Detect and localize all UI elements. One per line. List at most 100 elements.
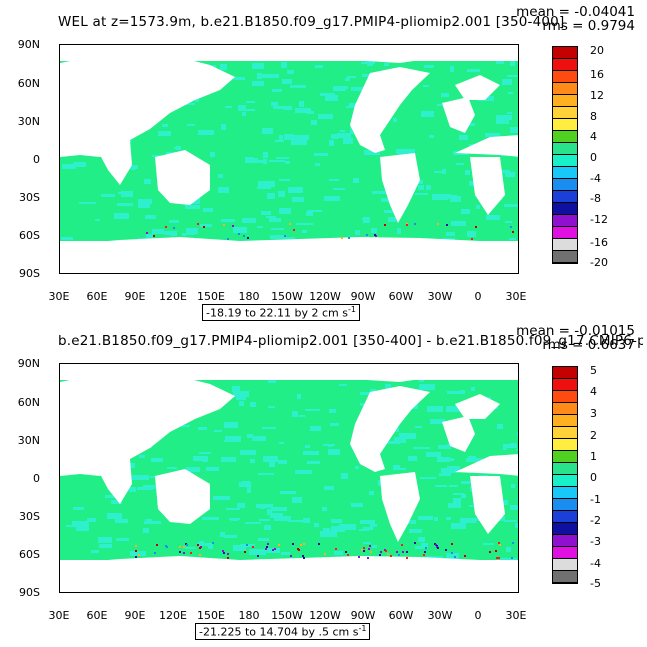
ocean-speckle bbox=[218, 187, 229, 193]
ocean-speckle bbox=[132, 475, 149, 480]
anomaly-speckle bbox=[401, 544, 403, 546]
ocean-speckle bbox=[176, 146, 181, 150]
colorbar-segment bbox=[553, 415, 577, 427]
land-mask bbox=[380, 472, 420, 542]
ocean-speckle bbox=[252, 81, 264, 86]
ocean-speckle bbox=[518, 517, 519, 522]
ocean-speckle bbox=[398, 149, 415, 155]
ocean-speckle bbox=[250, 402, 256, 407]
anomaly-speckle bbox=[366, 234, 368, 236]
ocean-speckle bbox=[415, 426, 422, 428]
anomaly-speckle bbox=[186, 544, 188, 546]
ocean-speckle bbox=[145, 215, 156, 219]
colorbar-label: -4 bbox=[590, 172, 601, 185]
anomaly-speckle bbox=[154, 552, 156, 554]
ocean-speckle bbox=[271, 507, 287, 511]
ocean-speckle bbox=[441, 93, 449, 97]
colorbar-label: -2 bbox=[590, 514, 601, 527]
ocean-speckle bbox=[314, 153, 328, 156]
ocean-speckle bbox=[240, 450, 256, 455]
anomaly-speckle bbox=[446, 224, 448, 226]
x-tick-label: 30E bbox=[505, 609, 527, 622]
land-mask bbox=[470, 476, 505, 534]
ocean-speckle bbox=[281, 62, 287, 68]
colorbar-segment bbox=[553, 535, 577, 547]
y-tick-label: 90N bbox=[17, 357, 40, 370]
ocean-speckle bbox=[303, 518, 310, 523]
anomaly-speckle bbox=[369, 545, 371, 547]
ocean-speckle bbox=[79, 202, 96, 204]
x-tick-label: 90E bbox=[124, 290, 146, 303]
ocean-speckle bbox=[363, 542, 371, 544]
ocean-speckle bbox=[262, 427, 276, 429]
anomaly-speckle bbox=[246, 544, 248, 546]
ocean-speckle bbox=[363, 527, 373, 530]
ocean-speckle bbox=[408, 520, 416, 524]
ocean-speckle bbox=[341, 473, 348, 479]
anomaly-speckle bbox=[406, 551, 408, 553]
ocean-speckle bbox=[237, 503, 245, 508]
ocean-speckle bbox=[61, 237, 73, 240]
anomaly-speckle bbox=[347, 554, 349, 556]
y-tick-label: 0 bbox=[33, 472, 40, 485]
ocean-speckle bbox=[305, 445, 310, 448]
ocean-speckle bbox=[483, 543, 494, 545]
ocean-speckle bbox=[250, 459, 255, 463]
x-tick-label: 120E bbox=[159, 609, 187, 622]
ocean-speckle bbox=[280, 491, 296, 494]
ocean-speckle bbox=[324, 196, 340, 201]
ocean-speckle bbox=[225, 436, 241, 442]
land-mask bbox=[155, 150, 210, 205]
anomaly-speckle bbox=[396, 551, 398, 553]
rms-value: rms = 0.9794 bbox=[542, 18, 635, 34]
colorbar-label: 0 bbox=[590, 471, 597, 484]
colorbar-label: 4 bbox=[590, 130, 597, 143]
ocean-speckle bbox=[115, 519, 128, 523]
ocean-speckle bbox=[144, 521, 161, 524]
colorbar-segment bbox=[553, 379, 577, 391]
ocean-speckle bbox=[344, 86, 348, 89]
ocean-speckle bbox=[471, 387, 475, 391]
ocean-speckle bbox=[143, 528, 149, 533]
anomaly-speckle bbox=[244, 551, 246, 553]
ocean-speckle bbox=[226, 508, 240, 510]
ocean-speckle bbox=[167, 467, 177, 469]
land-mask bbox=[100, 140, 132, 185]
ocean-speckle bbox=[343, 138, 353, 144]
unit-exponent: -1 bbox=[358, 624, 367, 633]
anomaly-speckle bbox=[272, 549, 274, 551]
anomaly-speckle bbox=[156, 544, 158, 546]
x-tick-label: 60E bbox=[86, 290, 108, 303]
ocean-speckle bbox=[515, 523, 518, 528]
anomaly-speckle bbox=[227, 238, 229, 240]
colorbar-label: 5 bbox=[590, 364, 597, 377]
colorbar-label: 8 bbox=[590, 110, 597, 123]
ocean-speckle bbox=[229, 518, 240, 520]
colorbar-segment bbox=[553, 155, 577, 167]
ocean-speckle bbox=[339, 384, 347, 386]
colorbar-label: -5 bbox=[590, 577, 601, 590]
ocean-speckle bbox=[420, 477, 436, 479]
ocean-speckle bbox=[448, 503, 461, 508]
ocean-speckle bbox=[385, 441, 400, 444]
anomaly-speckle bbox=[284, 235, 286, 237]
anomaly-speckle bbox=[380, 551, 382, 553]
ocean-speckle bbox=[218, 174, 223, 178]
ocean-speckle bbox=[331, 526, 345, 532]
ocean-speckle bbox=[224, 422, 238, 428]
ocean-speckle bbox=[393, 118, 397, 122]
x-tick-label: 30E bbox=[48, 290, 70, 303]
ocean-speckle bbox=[362, 74, 372, 77]
ocean-speckle bbox=[329, 179, 339, 181]
x-tick-label: 120W bbox=[309, 290, 341, 303]
ocean-speckle bbox=[274, 516, 291, 521]
ocean-speckle bbox=[447, 466, 460, 472]
ocean-speckle bbox=[290, 85, 306, 88]
anomaly-speckle bbox=[266, 546, 268, 548]
ocean-speckle bbox=[351, 87, 367, 91]
ocean-speckle bbox=[257, 187, 271, 189]
ocean-speckle bbox=[360, 520, 375, 524]
anomaly-speckle bbox=[406, 224, 408, 226]
ocean-speckle bbox=[333, 86, 346, 91]
ocean-speckle bbox=[451, 523, 466, 529]
